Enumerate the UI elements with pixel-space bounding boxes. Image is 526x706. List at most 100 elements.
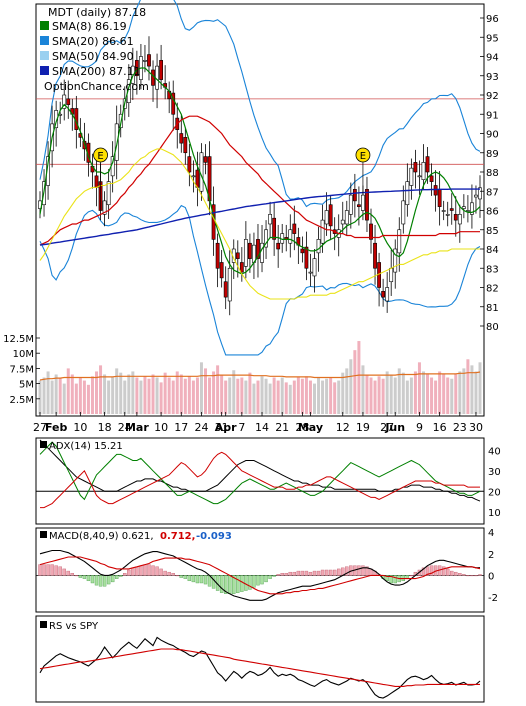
date-tick-label: 18: [98, 421, 112, 434]
bollinger-lower-band: [39, 204, 481, 356]
candle-body: [461, 206, 466, 209]
volume-bar: [240, 377, 244, 414]
volume-bar: [333, 382, 337, 414]
price-panel-frame: [35, 3, 485, 417]
legend-sma200: SMA(200) 87.11: [52, 65, 141, 78]
macd-histogram-bar: [155, 566, 159, 576]
macd-y-axis: 4 2 0 -2: [488, 528, 498, 604]
candle-body: [143, 60, 147, 62]
earnings-marker-label: E: [97, 151, 103, 162]
volume-bar: [474, 371, 478, 414]
macd-signal-value: -0.093: [196, 531, 232, 542]
candle-body: [219, 262, 224, 279]
volume-bar: [389, 374, 393, 414]
legend-swatch-sma20: [40, 36, 49, 45]
macd-histogram-bar: [82, 575, 87, 579]
date-tick-label: 9: [416, 421, 423, 434]
macd-histogram-bar: [78, 575, 83, 578]
macd-histogram-bar: [163, 570, 167, 576]
volume-bar: [195, 377, 199, 414]
volume-bar: [349, 359, 353, 414]
price-legend: MDT (daily) 87.18 SMA(8) 86.19 SMA(20) 8…: [40, 6, 149, 93]
candle-body: [445, 214, 450, 216]
candle-body: [256, 239, 260, 259]
sma-line: [39, 115, 480, 246]
date-tick-label: Mar: [125, 421, 149, 434]
macd-tick-label: -2: [488, 593, 498, 604]
volume-bar: [446, 377, 450, 414]
macd-histogram-bar: [143, 564, 147, 576]
macd-histogram-bar: [276, 574, 280, 576]
candle-body: [155, 65, 159, 90]
volume-bar: [369, 377, 373, 414]
macd-tick-label: 4: [488, 528, 494, 539]
sma-lines: [39, 67, 481, 300]
volume-bar: [413, 371, 417, 414]
adx-y-axis: 40 30 20 10: [488, 446, 501, 519]
macd-histogram-bar: [110, 575, 115, 583]
volume-bar: [288, 384, 292, 414]
volume-bar: [264, 378, 268, 414]
volume-bar: [284, 382, 288, 414]
volume-bar: [103, 374, 107, 414]
candle-body: [62, 94, 67, 109]
candle-body: [94, 175, 99, 188]
macd-histogram-bar: [240, 575, 244, 592]
volume-bar: [296, 377, 300, 414]
date-tick-label: 7: [238, 421, 245, 434]
volume-bar: [466, 359, 470, 414]
candle-body: [300, 248, 305, 254]
macd-histogram-bar: [38, 564, 42, 576]
volume-bar: [70, 374, 74, 414]
candle-body: [268, 214, 272, 225]
rs-label: RS vs SPY: [49, 621, 99, 632]
macd-histogram-bar: [248, 575, 252, 590]
date-tick-label: Apr: [215, 421, 237, 434]
macd-histogram-bar: [102, 575, 107, 587]
volume-bar: [216, 365, 220, 414]
candle-body: [304, 246, 309, 269]
volume-bar: [353, 350, 357, 414]
rs-legend-swatch: [40, 621, 47, 628]
price-tick-label: 84: [486, 245, 499, 256]
macd-histogram-bar: [312, 570, 317, 576]
candle-body: [171, 92, 176, 115]
volume-bar: [458, 371, 462, 414]
candle-body: [381, 291, 386, 298]
volume-bar: [127, 374, 131, 414]
volume-bar: [421, 371, 425, 414]
candle-body: [324, 210, 329, 225]
volume-bar: [224, 380, 228, 414]
date-tick-label: 28: [295, 421, 309, 434]
adx-line: [39, 441, 481, 505]
candle-body: [187, 156, 192, 173]
rs-line: [39, 648, 480, 687]
volume-bar: [405, 380, 409, 414]
volume-bar: [252, 383, 256, 414]
volume-bar: [62, 383, 66, 414]
volume-bar: [304, 376, 308, 414]
volume-bar: [365, 374, 369, 414]
macd-histogram-bar: [199, 575, 204, 584]
macd-histogram-bar: [175, 575, 179, 577]
volume-bar: [54, 374, 58, 414]
macd-histogram-bar: [462, 574, 466, 576]
macd-histogram-bar: [42, 564, 46, 576]
macd-histogram-bar: [316, 570, 321, 576]
date-tick-label: 10: [73, 421, 87, 434]
macd-histogram-bar: [292, 571, 297, 576]
volume-bar: [208, 377, 212, 414]
volume-bar: [442, 374, 446, 414]
candle-body: [235, 252, 240, 259]
macd-histogram-bar: [54, 565, 58, 576]
macd-histogram-bar: [98, 575, 103, 587]
candle-body: [478, 187, 482, 200]
adx-tick-label: 40: [488, 446, 501, 457]
date-tick-label: 30: [469, 421, 483, 434]
volume-bars: [38, 341, 482, 414]
candle-body: [352, 189, 357, 202]
macd-histogram-bar: [296, 570, 301, 576]
candle-body: [179, 133, 184, 144]
volume-bar: [107, 380, 111, 414]
